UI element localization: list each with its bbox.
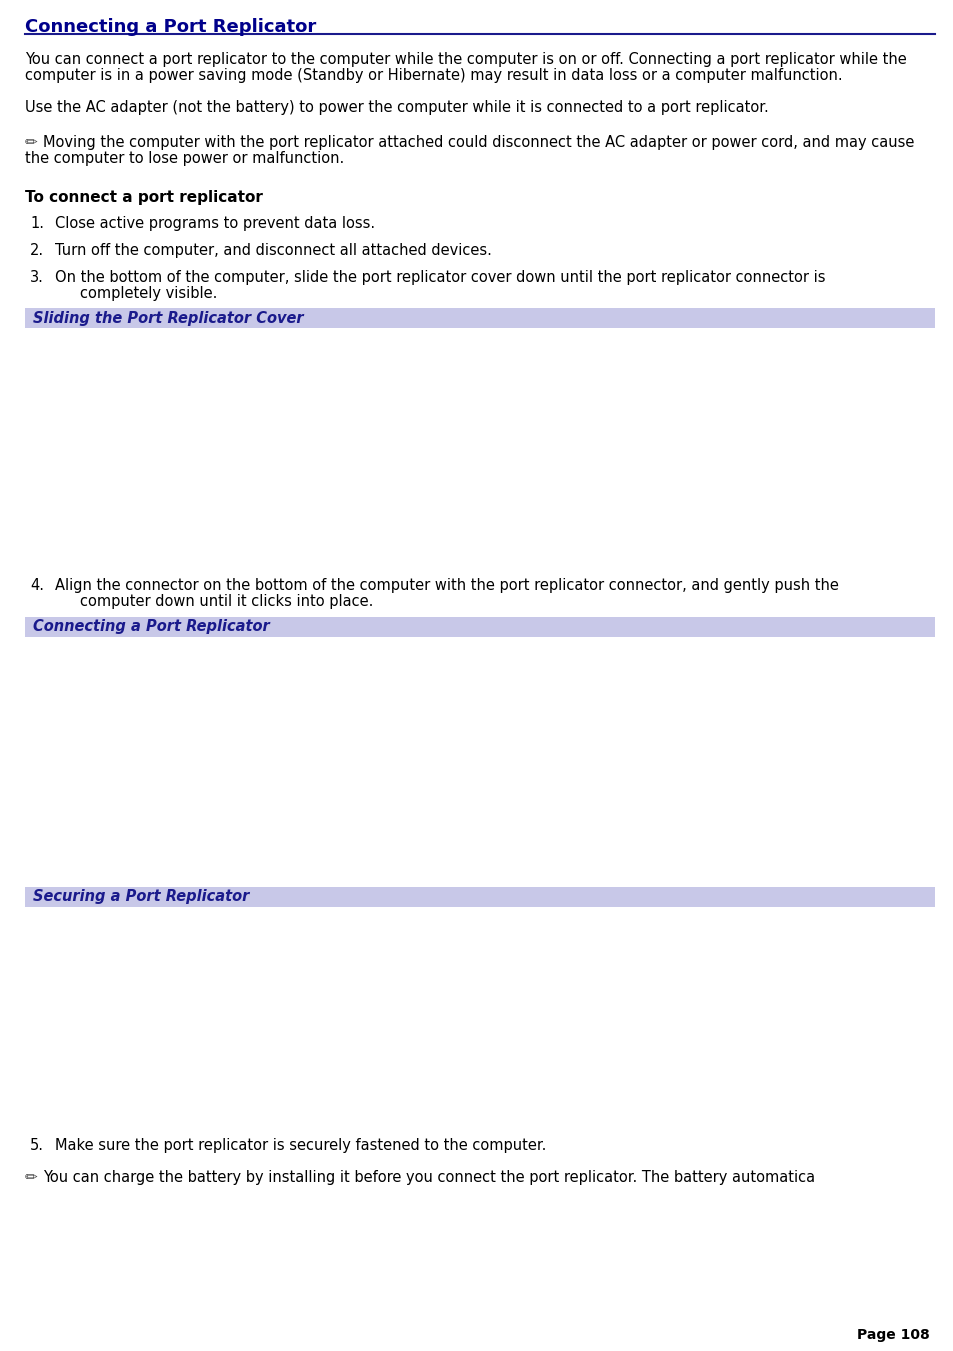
Bar <box>25 888 934 907</box>
Text: 4.: 4. <box>30 578 44 593</box>
Text: Turn off the computer, and disconnect all attached devices.: Turn off the computer, and disconnect al… <box>55 243 492 258</box>
Text: the computer to lose power or malfunction.: the computer to lose power or malfunctio… <box>25 151 344 166</box>
Text: Moving the computer with the port replicator attached could disconnect the AC ad: Moving the computer with the port replic… <box>43 135 913 150</box>
Text: 3.: 3. <box>30 270 44 285</box>
Text: 5.: 5. <box>30 1138 44 1152</box>
Text: Use the AC adapter (not the battery) to power the computer while it is connected: Use the AC adapter (not the battery) to … <box>25 100 768 115</box>
Text: computer is in a power saving mode (Standby or Hibernate) may result in data los: computer is in a power saving mode (Stan… <box>25 68 841 82</box>
Text: Securing a Port Replicator: Securing a Port Replicator <box>33 889 249 905</box>
Text: Close active programs to prevent data loss.: Close active programs to prevent data lo… <box>55 216 375 231</box>
Bar <box>25 330 934 561</box>
Text: ✏: ✏ <box>25 1170 38 1185</box>
Text: completely visible.: completely visible. <box>80 286 217 301</box>
Text: On the bottom of the computer, slide the port replicator cover down until the po: On the bottom of the computer, slide the… <box>55 270 824 285</box>
Text: To connect a port replicator: To connect a port replicator <box>25 190 263 205</box>
Text: Align the connector on the bottom of the computer with the port replicator conne: Align the connector on the bottom of the… <box>55 578 838 593</box>
Text: Connecting a Port Replicator: Connecting a Port Replicator <box>25 18 315 36</box>
Text: Connecting a Port Replicator: Connecting a Port Replicator <box>33 620 270 635</box>
Bar <box>25 617 934 638</box>
Text: You can connect a port replicator to the computer while the computer is on or of: You can connect a port replicator to the… <box>25 51 905 68</box>
Text: computer down until it clicks into place.: computer down until it clicks into place… <box>80 594 373 609</box>
Text: You can charge the battery by installing it before you connect the port replicat: You can charge the battery by installing… <box>43 1170 814 1185</box>
Text: 2.: 2. <box>30 243 44 258</box>
Bar <box>25 640 934 875</box>
Text: Sliding the Port Replicator Cover: Sliding the Port Replicator Cover <box>33 311 303 326</box>
Text: ✏: ✏ <box>25 135 38 150</box>
Text: Make sure the port replicator is securely fastened to the computer.: Make sure the port replicator is securel… <box>55 1138 546 1152</box>
Text: Page 108: Page 108 <box>857 1328 929 1342</box>
Bar <box>25 308 934 328</box>
Text: 1.: 1. <box>30 216 44 231</box>
Bar <box>25 908 934 1119</box>
